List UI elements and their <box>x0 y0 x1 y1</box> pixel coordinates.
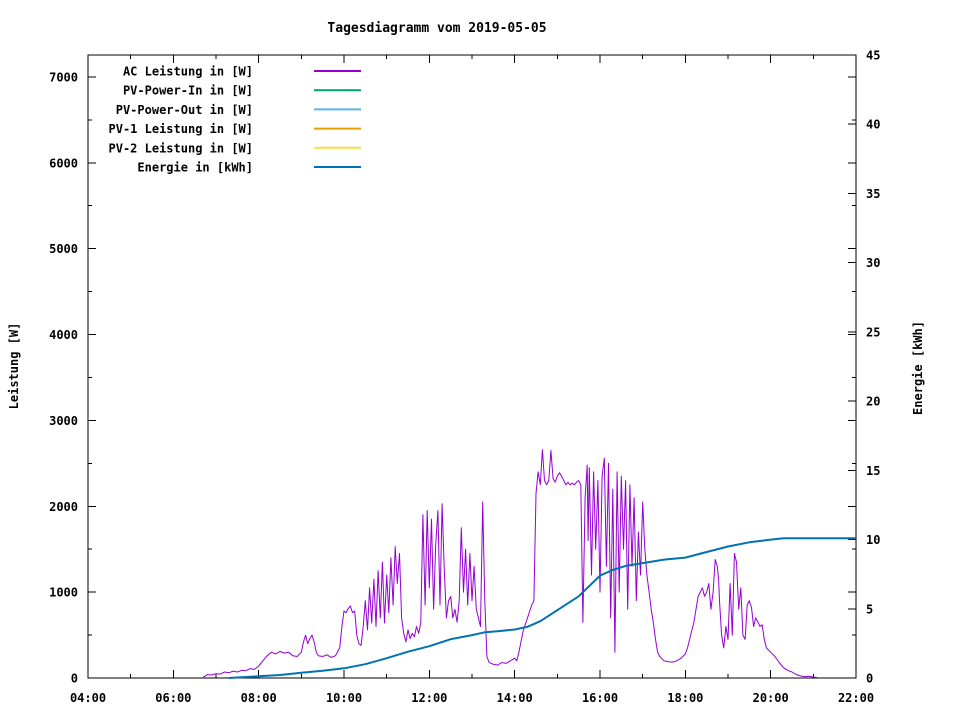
y2-tick-label: 45 <box>866 49 880 63</box>
chart-title: Tagesdiagramm vom 2019-05-05 <box>327 21 546 36</box>
y-tick-label: 3000 <box>49 414 78 428</box>
left-axis-title: Leistung [W] <box>7 323 21 410</box>
series-ac-leistung <box>202 449 818 679</box>
x-tick-label: 14:00 <box>497 691 533 705</box>
x-tick-label: 22:00 <box>838 691 874 705</box>
legend-label-ac-leistung: AC Leistung in [W] <box>123 65 253 79</box>
legend-label-pv-power-out: PV-Power-Out in [W] <box>116 103 253 117</box>
x-tick-label: 06:00 <box>155 691 191 705</box>
y-tick-label: 2000 <box>49 500 78 514</box>
y-tick-label: 6000 <box>49 156 78 170</box>
y2-tick-label: 15 <box>866 464 880 478</box>
y-tick-label: 5000 <box>49 242 78 256</box>
y2-tick-label: 40 <box>866 118 880 132</box>
series-energie <box>228 537 856 679</box>
y-tick-label: 4000 <box>49 328 78 342</box>
legend-label-energie: Energie in [kWh] <box>137 161 253 175</box>
y-tick-label: 1000 <box>49 586 78 600</box>
plot-area: 04:00 06:00 08:00 10:00 12:00 14:00 16:00 18:00… <box>49 49 880 706</box>
y-tick-label: 0 <box>71 672 78 686</box>
y2-tick-label: 10 <box>866 533 880 547</box>
y2-tick-label: 20 <box>866 395 880 409</box>
x-tick-label: 04:00 <box>70 691 106 705</box>
x-tick-label: 18:00 <box>667 691 703 705</box>
y2-tick-label: 25 <box>866 325 880 339</box>
legend-label-pv1-leistung: PV-1 Leistung in [W] <box>109 122 254 136</box>
x-tick-label: 08:00 <box>241 691 277 705</box>
right-axis-title: Energie [kWh] <box>911 321 925 415</box>
legend-label-pv-power-in: PV-Power-In in [W] <box>123 84 253 98</box>
x-tick-label: 10:00 <box>326 691 362 705</box>
y-tick-label: 7000 <box>49 70 78 84</box>
y2-tick-label: 35 <box>866 187 880 201</box>
y2-tick-label: 5 <box>866 602 873 616</box>
x-tick-label: 20:00 <box>753 691 789 705</box>
y2-tick-label: 30 <box>866 256 880 270</box>
legend-label-pv2-leistung: PV-2 Leistung in [W] <box>109 141 254 155</box>
x-tick-label: 16:00 <box>582 691 618 705</box>
x-tick-label: 12:00 <box>411 691 447 705</box>
y2-tick-label: 0 <box>866 672 873 686</box>
